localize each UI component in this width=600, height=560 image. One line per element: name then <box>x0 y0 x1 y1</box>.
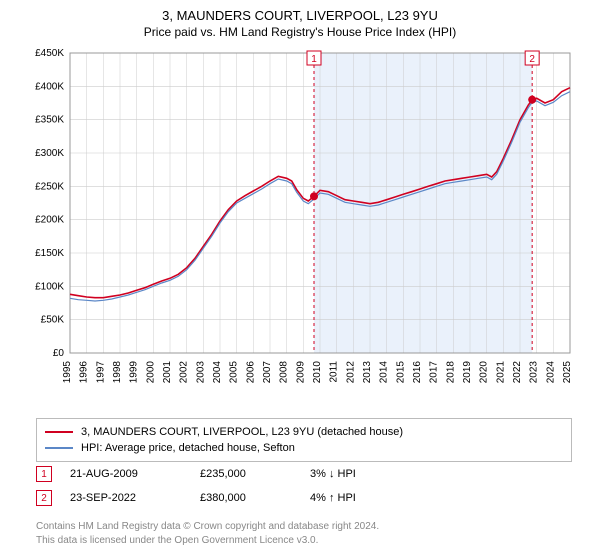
svg-text:£300K: £300K <box>35 148 64 159</box>
svg-text:2001: 2001 <box>162 361 173 384</box>
svg-text:2000: 2000 <box>145 361 156 384</box>
svg-text:2010: 2010 <box>312 361 323 384</box>
svg-text:2013: 2013 <box>362 361 373 384</box>
footnote-line-2: This data is licensed under the Open Gov… <box>36 534 572 548</box>
legend: 3, MAUNDERS COURT, LIVERPOOL, L23 9YU (d… <box>36 418 572 462</box>
svg-text:2023: 2023 <box>529 361 540 384</box>
svg-text:2008: 2008 <box>279 361 290 384</box>
chart-svg: £0 £50K £100K £150K £200K £250K £300K £350K £400… <box>20 43 580 413</box>
chart-container: 3, MAUNDERS COURT, LIVERPOOL, L23 9YU Pr… <box>0 0 600 560</box>
footnote: Contains HM Land Registry data © Crown c… <box>36 520 572 547</box>
svg-text:2016: 2016 <box>412 361 423 384</box>
legend-swatch-property <box>45 431 73 433</box>
legend-swatch-hpi <box>45 447 73 449</box>
marker-pct-1: 3% ↓ HPI <box>310 468 420 480</box>
svg-text:2018: 2018 <box>445 361 456 384</box>
svg-text:£50K: £50K <box>41 315 65 326</box>
marker-price-2: £380,000 <box>200 492 310 504</box>
marker-row-1: 1 21-AUG-2009 £235,000 3% ↓ HPI <box>36 466 572 482</box>
legend-item-property: 3, MAUNDERS COURT, LIVERPOOL, L23 9YU (d… <box>45 424 563 440</box>
svg-text:2020: 2020 <box>479 361 490 384</box>
svg-text:2014: 2014 <box>379 361 390 384</box>
svg-text:£400K: £400K <box>35 81 64 92</box>
svg-text:1: 1 <box>311 54 317 65</box>
svg-text:2: 2 <box>529 54 535 65</box>
svg-text:2019: 2019 <box>462 361 473 384</box>
marker-date-1: 21-AUG-2009 <box>70 468 200 480</box>
svg-text:1998: 1998 <box>112 361 123 384</box>
chart-area: £0 £50K £100K £150K £200K £250K £300K £350K £400… <box>20 43 580 413</box>
marker-price-1: £235,000 <box>200 468 310 480</box>
svg-text:£350K: £350K <box>35 115 64 126</box>
svg-text:2003: 2003 <box>195 361 206 384</box>
svg-text:1997: 1997 <box>95 361 106 384</box>
legend-item-hpi: HPI: Average price, detached house, Seft… <box>45 440 563 456</box>
svg-text:1995: 1995 <box>62 361 73 384</box>
footnote-line-1: Contains HM Land Registry data © Crown c… <box>36 520 572 534</box>
svg-text:£0: £0 <box>53 348 65 359</box>
svg-text:£450K: £450K <box>35 48 64 59</box>
svg-text:2012: 2012 <box>345 361 356 384</box>
legend-label-hpi: HPI: Average price, detached house, Seft… <box>81 442 295 454</box>
svg-text:2021: 2021 <box>495 361 506 384</box>
marker-badge-1: 1 <box>36 466 52 482</box>
svg-text:2017: 2017 <box>429 361 440 384</box>
svg-text:2009: 2009 <box>295 361 306 384</box>
legend-label-property: 3, MAUNDERS COURT, LIVERPOOL, L23 9YU (d… <box>81 426 403 438</box>
chart-title: 3, MAUNDERS COURT, LIVERPOOL, L23 9YU <box>0 0 600 23</box>
svg-text:2025: 2025 <box>562 361 573 384</box>
svg-text:£150K: £150K <box>35 248 64 259</box>
marker-badge-2: 2 <box>36 490 52 506</box>
svg-text:2006: 2006 <box>245 361 256 384</box>
marker-date-2: 23-SEP-2022 <box>70 492 200 504</box>
svg-text:£200K: £200K <box>35 215 64 226</box>
svg-text:1999: 1999 <box>129 361 140 384</box>
marker-pct-2: 4% ↑ HPI <box>310 492 420 504</box>
svg-text:2024: 2024 <box>545 361 556 384</box>
chart-subtitle: Price paid vs. HM Land Registry's House … <box>0 23 600 39</box>
svg-text:2007: 2007 <box>262 361 273 384</box>
svg-text:1996: 1996 <box>79 361 90 384</box>
svg-text:2002: 2002 <box>179 361 190 384</box>
svg-text:2005: 2005 <box>229 361 240 384</box>
svg-text:2011: 2011 <box>329 361 340 383</box>
svg-text:2022: 2022 <box>512 361 523 384</box>
svg-text:£100K: £100K <box>35 281 64 292</box>
svg-text:2004: 2004 <box>212 361 223 384</box>
svg-text:£250K: £250K <box>35 181 64 192</box>
svg-text:2015: 2015 <box>395 361 406 384</box>
marker-row-2: 2 23-SEP-2022 £380,000 4% ↑ HPI <box>36 490 572 506</box>
